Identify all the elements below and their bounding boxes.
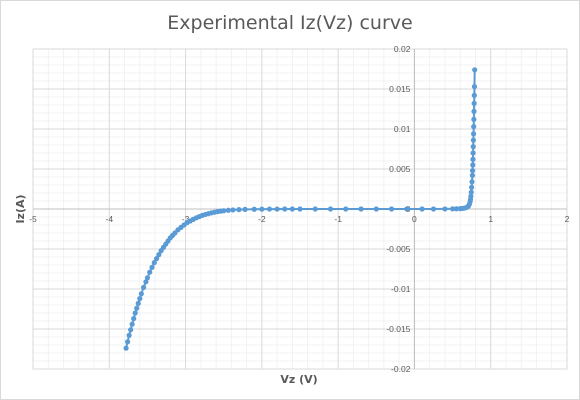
data-point [126,332,132,338]
data-point [468,189,474,195]
data-point [312,206,318,212]
y-tick-label: 0.02 [394,44,411,54]
x-tick-labels: -5 -4 -3 -2 -1 0 1 2 [29,214,569,224]
data-point [135,300,141,306]
y-tick-label: -0.005 [386,244,410,254]
data-point [470,144,476,150]
y-tick-label: -0.015 [386,324,410,334]
y-tick-label: -0.02 [391,364,411,374]
x-axis-title: Vz (V) [280,373,317,386]
data-point [471,92,477,98]
y-tick-label: 0.005 [389,164,411,174]
data-point [138,291,144,297]
data-point [242,206,248,212]
data-point [470,137,476,143]
data-point [453,206,459,212]
data-point [388,206,395,212]
data-point [137,296,143,302]
x-tick-label: 2 [565,214,570,224]
data-point [129,321,135,327]
data-point [149,264,155,270]
data-point [471,116,477,122]
data-point [468,193,474,199]
data-point [266,206,273,212]
x-tick-label: -2 [258,214,266,224]
data-point [147,269,153,275]
data-point [221,208,227,214]
data-point [442,206,448,212]
data-point [373,206,379,212]
data-point [358,206,364,212]
data-point [128,327,134,333]
data-point [274,206,280,212]
data-point [470,150,476,156]
y-tick-label: 0.01 [394,124,411,134]
data-point [131,316,137,322]
data-point [236,207,242,213]
data-point [449,206,456,212]
x-tick-label: -3 [182,214,190,224]
data-point [297,206,303,212]
data-point [153,256,160,262]
data-point [141,284,147,290]
x-tick-label: -4 [106,214,114,224]
data-series [123,67,478,351]
x-tick-label: 1 [488,214,493,224]
data-point [430,206,437,212]
data-point [134,305,140,311]
y-axis-title: Iz(A) [14,194,27,223]
data-point [471,108,477,114]
x-tick-label: -5 [29,214,37,224]
data-point [230,207,236,213]
data-point [470,131,477,137]
data-point [123,345,129,351]
data-point [289,206,295,212]
data-point [151,260,157,266]
data-point [404,206,410,212]
x-tick-label: -1 [334,214,342,224]
data-point [327,206,334,212]
data-point [471,100,477,106]
data-point [472,67,478,73]
y-tick-label: 0.015 [389,84,411,94]
data-point [471,84,478,90]
data-point [470,156,476,162]
data-point [251,206,257,212]
data-point [143,279,149,285]
y-tick-label: -0.01 [391,284,411,294]
data-point [282,206,288,212]
chart-title: Experimental Iz(Vz) curve [167,12,412,34]
data-point [471,124,477,130]
data-point [469,172,476,178]
data-point [225,207,231,213]
data-point [343,206,349,212]
x-tick-label: 0 [412,214,417,224]
data-point [469,168,476,174]
data-point [469,179,475,185]
data-point [144,275,151,281]
data-point [470,162,476,168]
data-point [132,310,138,316]
data-point [469,184,475,190]
data-point [259,206,265,212]
data-point [124,339,131,345]
data-point [156,252,162,258]
data-point [419,206,425,212]
